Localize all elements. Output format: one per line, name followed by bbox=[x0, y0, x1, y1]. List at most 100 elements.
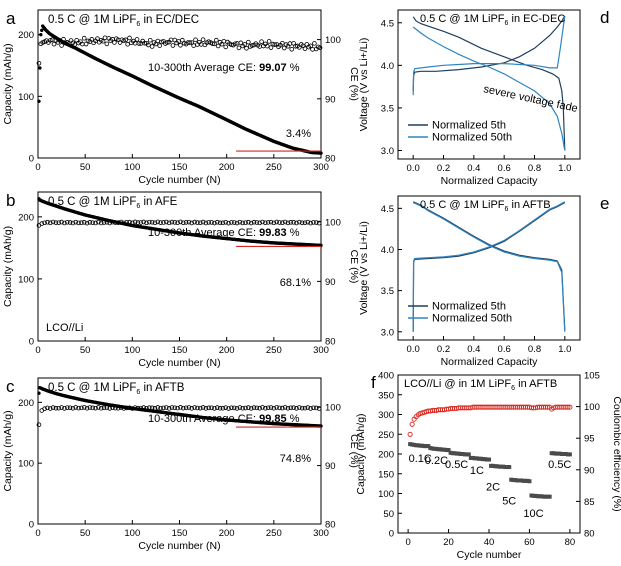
legend-label: Normalized 50th bbox=[432, 132, 512, 144]
ce-point bbox=[147, 219, 152, 225]
x-tick-label: 200 bbox=[219, 345, 235, 356]
panel-title-c: 0.5 C @ 1M LiPF6 in AFTB bbox=[48, 382, 185, 396]
y-tick-label: 3.0 bbox=[381, 146, 394, 157]
ce-point bbox=[178, 405, 183, 410]
x-tick-label: 300 bbox=[313, 345, 329, 356]
ce-point bbox=[110, 405, 115, 410]
capacity-point bbox=[472, 456, 477, 461]
ce-point bbox=[183, 405, 189, 411]
title-subscript: 6 bbox=[136, 203, 140, 210]
y-tick-label: 0 bbox=[29, 520, 34, 531]
capacity-point bbox=[478, 456, 483, 461]
rate-label: 5C bbox=[502, 496, 516, 508]
legend-label: Normalized 50th bbox=[432, 313, 512, 325]
title-suffix: in EC/DEC bbox=[140, 14, 199, 26]
ce-point bbox=[302, 405, 308, 411]
ce-point bbox=[257, 405, 262, 411]
ce-point bbox=[229, 405, 234, 411]
panel-title-d: 0.5 C @ 1M LiPF6 in EC-DEC bbox=[420, 13, 565, 27]
ce-point bbox=[178, 219, 183, 225]
legend-label: Normalized 5th bbox=[432, 301, 506, 313]
ce-point bbox=[87, 405, 93, 410]
ce-point bbox=[240, 405, 246, 411]
ce-point bbox=[67, 405, 73, 411]
capacity-point bbox=[476, 456, 481, 461]
ce-point bbox=[172, 220, 178, 225]
ce-point bbox=[217, 220, 223, 226]
capacity-point bbox=[456, 451, 461, 456]
y-tick-label: 100 bbox=[18, 459, 34, 470]
voltage-curve-discharge bbox=[412, 201, 566, 331]
y-axis-label: Capacity (mAh/g) bbox=[2, 226, 14, 307]
y2-axis-label: CE (%) bbox=[348, 67, 360, 101]
capacity-point bbox=[416, 443, 421, 448]
panel-letter-e: e bbox=[600, 194, 609, 213]
y2-axis-label: CE (%) bbox=[348, 250, 360, 284]
ce-point bbox=[189, 220, 195, 226]
ce-point bbox=[59, 43, 64, 48]
capacity-point bbox=[557, 451, 562, 456]
ce-point bbox=[42, 406, 47, 412]
plot-frame-a bbox=[37, 9, 322, 159]
y-tick-label: 0 bbox=[29, 337, 34, 348]
capacity-point bbox=[436, 447, 441, 452]
capacity-point bbox=[547, 494, 552, 499]
ce-point bbox=[47, 406, 53, 411]
capacity-point bbox=[37, 391, 41, 395]
capacity-point bbox=[503, 465, 508, 470]
ce-point bbox=[169, 405, 175, 410]
ce-point bbox=[186, 219, 192, 225]
ce-point bbox=[50, 219, 56, 225]
ce-point bbox=[84, 405, 90, 411]
ce-point bbox=[409, 421, 415, 427]
ce-point bbox=[98, 405, 104, 411]
y2-tick-label: 95 bbox=[584, 434, 595, 445]
ce-point bbox=[163, 405, 169, 410]
y2-tick-label: 80 bbox=[584, 529, 595, 540]
ce-point bbox=[274, 219, 279, 225]
ce-point bbox=[203, 406, 209, 411]
ce-point bbox=[282, 219, 288, 225]
y-tick-label: 3.5 bbox=[381, 103, 394, 114]
y2-tick-label: 90 bbox=[325, 461, 336, 472]
title-main: 0.5 C @ 1M LiPF bbox=[420, 199, 505, 211]
capacity-point bbox=[563, 452, 568, 456]
ce-point bbox=[144, 220, 149, 226]
ce-point bbox=[170, 43, 176, 48]
ce-point bbox=[76, 405, 81, 411]
ce-point bbox=[50, 405, 56, 410]
ce-point bbox=[231, 220, 237, 225]
capacity-point bbox=[489, 463, 494, 468]
ce-point bbox=[249, 43, 255, 48]
ce-point bbox=[313, 220, 319, 225]
capacity-point bbox=[545, 494, 550, 499]
ce-point bbox=[291, 220, 296, 225]
ce-point bbox=[141, 405, 146, 410]
y2-axis-label: CE (%) bbox=[348, 434, 360, 468]
capacity-point bbox=[412, 442, 417, 447]
y2-tick-label: 80 bbox=[325, 337, 336, 348]
capacity-point bbox=[511, 478, 516, 483]
ce-point bbox=[299, 405, 305, 411]
ce-point bbox=[61, 36, 66, 42]
capacity-point bbox=[541, 494, 546, 499]
capacity-point bbox=[491, 463, 496, 468]
rate-label: 0.2C bbox=[425, 455, 448, 467]
capacity-retention-label: 74.8% bbox=[280, 453, 311, 465]
ce-point bbox=[232, 41, 238, 47]
ce-point bbox=[305, 405, 311, 410]
ce-point bbox=[56, 405, 62, 411]
ce-point bbox=[135, 405, 141, 411]
ce-point bbox=[141, 219, 146, 225]
ce-point bbox=[271, 405, 277, 411]
ce-point bbox=[237, 405, 243, 410]
capacity-point bbox=[549, 451, 554, 456]
ce-point bbox=[172, 405, 178, 411]
ce-point bbox=[246, 219, 251, 225]
x-tick-label: 50 bbox=[80, 528, 91, 539]
voltage-fade-annotation: severe voltage fade bbox=[482, 83, 578, 115]
x-tick-label: 0.0 bbox=[407, 344, 420, 355]
ce-point bbox=[112, 40, 117, 45]
ce-point bbox=[288, 405, 294, 411]
